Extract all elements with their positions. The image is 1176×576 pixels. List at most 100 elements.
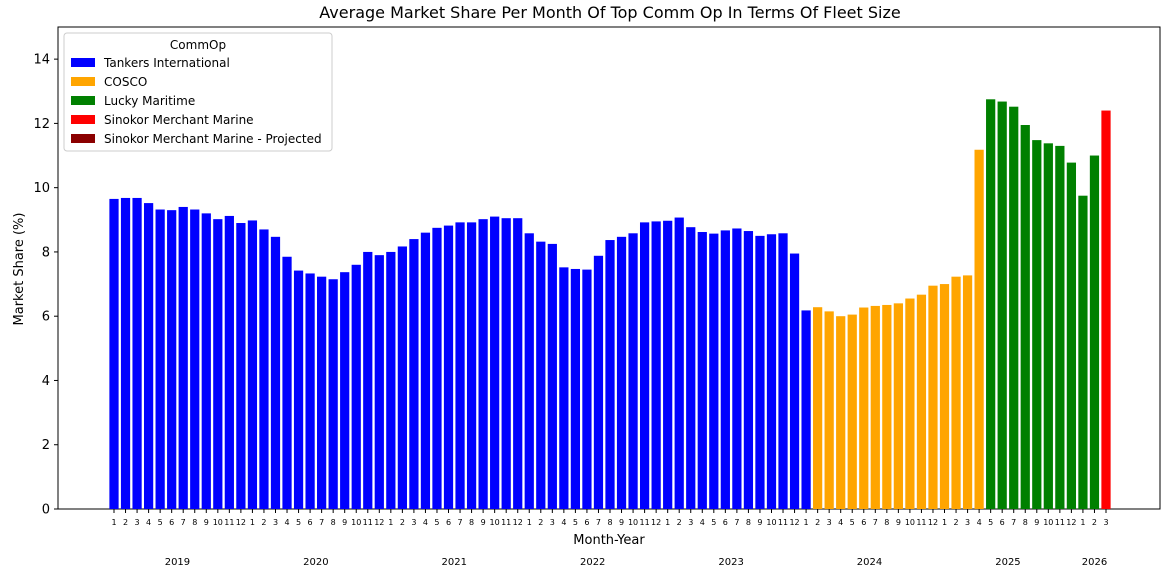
- bar: [593, 255, 604, 509]
- bar: [709, 233, 719, 509]
- x-tick-label: 4: [561, 518, 566, 527]
- bar: [928, 285, 938, 509]
- x-tick-label: 5: [296, 518, 301, 527]
- bar: [905, 298, 915, 509]
- bar: [651, 221, 661, 509]
- x-tick-label: 2: [677, 518, 682, 527]
- x-tick-label: 8: [746, 518, 751, 527]
- bar: [628, 233, 638, 509]
- x-tick-label: 1: [804, 518, 809, 527]
- bar: [132, 197, 142, 509]
- year-label: 2025: [995, 557, 1020, 568]
- x-tick-label: 11: [916, 518, 926, 527]
- bar: [293, 270, 304, 509]
- x-tick-label: 2: [815, 518, 820, 527]
- x-tick-label: 5: [850, 518, 855, 527]
- bar: [536, 241, 546, 509]
- bar: [547, 243, 557, 509]
- bar: [1078, 195, 1088, 509]
- x-tick-label: 6: [308, 518, 313, 527]
- x-tick-label: 7: [181, 518, 186, 527]
- x-tick-label: 1: [250, 518, 255, 527]
- bar: [974, 149, 984, 509]
- x-tick-label: 1: [665, 518, 670, 527]
- bar: [247, 220, 258, 509]
- x-tick-label: 9: [757, 518, 762, 527]
- legend: CommOp Tankers International COSCO Lucky M…: [63, 32, 333, 152]
- bar: [916, 294, 927, 509]
- bar: [259, 229, 269, 509]
- bar: [1089, 155, 1100, 510]
- bar: [120, 197, 131, 509]
- bar: [305, 273, 315, 509]
- year-label: 2021: [442, 557, 467, 568]
- bar: [686, 227, 696, 509]
- x-tick-label: 6: [169, 518, 174, 527]
- bar: [1055, 145, 1065, 510]
- x-tick-label: 9: [1034, 518, 1039, 527]
- bar: [432, 227, 442, 510]
- x-tick-label: 10: [628, 518, 638, 527]
- x-tick-label: 10: [213, 518, 223, 527]
- x-tick-label: 11: [224, 518, 234, 527]
- bar: [420, 232, 431, 510]
- bar: [582, 269, 592, 509]
- bar: [236, 223, 246, 509]
- x-tick-label: 9: [204, 518, 209, 527]
- x-tick-label: 12: [236, 518, 246, 527]
- legend-swatch: [71, 115, 95, 124]
- bar: [859, 307, 869, 509]
- x-tick-label: 12: [513, 518, 523, 527]
- x-tick-label: 3: [550, 518, 555, 527]
- bar: [847, 314, 857, 509]
- x-tick-label: 3: [965, 518, 970, 527]
- y-tick-label: 6: [42, 310, 50, 325]
- y-tick-label: 8: [42, 245, 50, 260]
- x-tick-label: 10: [1043, 518, 1053, 527]
- bar: [155, 209, 165, 509]
- bar: [1043, 143, 1053, 509]
- x-tick-label: 4: [977, 518, 982, 527]
- x-tick-label: 7: [1011, 518, 1016, 527]
- x-tick-label: 2: [538, 518, 543, 527]
- bar: [190, 209, 200, 509]
- x-tick-label: 10: [351, 518, 361, 527]
- bar: [1020, 125, 1030, 510]
- year-label: 2026: [1082, 557, 1107, 568]
- x-tick-label: 5: [158, 518, 163, 527]
- x-tick-label: 6: [446, 518, 451, 527]
- legend-label: Sinokor Merchant Marine - Projected: [104, 132, 322, 146]
- bar: [616, 236, 627, 509]
- x-tick-label: 11: [778, 518, 788, 527]
- bar: [605, 240, 615, 509]
- bar: [455, 222, 465, 509]
- x-tick-label: 4: [146, 518, 151, 527]
- x-tick-label: 12: [789, 518, 799, 527]
- bar: [755, 235, 765, 509]
- bar: [559, 267, 569, 509]
- bar: [1101, 110, 1111, 510]
- bar: [962, 275, 973, 509]
- bar: [1066, 162, 1077, 509]
- bar: [870, 305, 880, 509]
- legend-frame: [63, 32, 333, 152]
- bar: [939, 284, 950, 509]
- bar: [697, 232, 707, 509]
- x-tick-label: 7: [873, 518, 878, 527]
- x-tick-label: 10: [490, 518, 500, 527]
- y-tick-label: 12: [33, 117, 50, 132]
- x-tick-label: 1: [942, 518, 947, 527]
- x-tick-label: 11: [363, 518, 373, 527]
- x-tick-label: 7: [319, 518, 324, 527]
- year-label: 2023: [718, 557, 743, 568]
- x-tick-label: 5: [434, 518, 439, 527]
- bar: [720, 230, 730, 510]
- y-tick-label: 0: [42, 503, 50, 518]
- x-tick-label: 2: [261, 518, 266, 527]
- legend-title: CommOp: [170, 38, 226, 52]
- x-tick-label: 9: [896, 518, 901, 527]
- y-tick-label: 2: [42, 438, 50, 453]
- x-tick-label: 3: [411, 518, 416, 527]
- x-tick-label: 2: [1092, 518, 1097, 527]
